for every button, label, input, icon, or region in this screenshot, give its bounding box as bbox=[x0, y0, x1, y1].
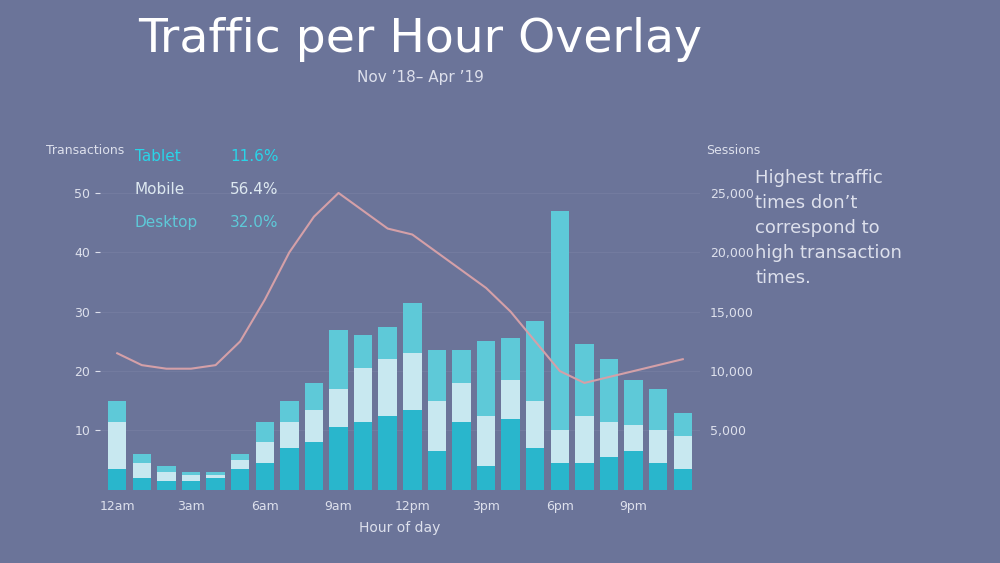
Bar bbox=[428, 451, 446, 490]
Text: 32.0%: 32.0% bbox=[230, 215, 278, 230]
Bar bbox=[231, 460, 249, 469]
Bar bbox=[477, 415, 495, 466]
Text: Traffic per Hour Overlay: Traffic per Hour Overlay bbox=[138, 17, 702, 62]
Bar bbox=[551, 431, 569, 463]
Bar bbox=[403, 303, 422, 353]
Bar bbox=[649, 431, 667, 463]
Bar bbox=[378, 415, 397, 490]
Bar bbox=[624, 380, 643, 425]
Bar bbox=[305, 443, 323, 490]
Bar bbox=[600, 422, 618, 457]
Bar bbox=[526, 401, 544, 448]
Bar bbox=[280, 401, 299, 422]
Bar bbox=[624, 451, 643, 490]
Bar bbox=[182, 475, 200, 481]
Bar bbox=[600, 359, 618, 422]
X-axis label: Hour of day: Hour of day bbox=[359, 521, 441, 535]
Text: Desktop: Desktop bbox=[135, 215, 198, 230]
Bar bbox=[575, 415, 594, 463]
Bar bbox=[477, 341, 495, 415]
Bar bbox=[452, 422, 471, 490]
Bar bbox=[108, 401, 126, 422]
Bar bbox=[182, 472, 200, 475]
Bar bbox=[108, 469, 126, 490]
Bar bbox=[329, 427, 348, 490]
Bar bbox=[157, 466, 176, 472]
Bar bbox=[206, 478, 225, 490]
Text: Tablet: Tablet bbox=[135, 149, 181, 164]
Bar bbox=[403, 353, 422, 410]
Bar bbox=[526, 448, 544, 490]
Bar bbox=[157, 472, 176, 481]
Bar bbox=[378, 359, 397, 415]
Bar bbox=[575, 345, 594, 415]
Bar bbox=[329, 329, 348, 389]
Text: 11.6%: 11.6% bbox=[230, 149, 278, 164]
Bar bbox=[501, 338, 520, 380]
Text: Transactions: Transactions bbox=[46, 144, 124, 157]
Bar bbox=[133, 463, 151, 478]
Bar bbox=[501, 380, 520, 418]
Bar bbox=[108, 422, 126, 469]
Text: Nov ’18– Apr ’19: Nov ’18– Apr ’19 bbox=[357, 70, 483, 86]
Bar bbox=[305, 383, 323, 410]
Bar bbox=[256, 443, 274, 463]
Text: 56.4%: 56.4% bbox=[230, 182, 278, 197]
Bar bbox=[674, 413, 692, 436]
Bar bbox=[551, 463, 569, 490]
Bar bbox=[133, 478, 151, 490]
Bar bbox=[526, 320, 544, 401]
Bar bbox=[280, 448, 299, 490]
Bar bbox=[354, 336, 372, 368]
Bar bbox=[305, 410, 323, 443]
Bar bbox=[600, 457, 618, 490]
Bar bbox=[378, 327, 397, 359]
Bar bbox=[231, 469, 249, 490]
Bar bbox=[649, 463, 667, 490]
Bar bbox=[501, 418, 520, 490]
Text: Sessions: Sessions bbox=[706, 144, 760, 157]
Bar bbox=[428, 401, 446, 451]
Bar bbox=[403, 410, 422, 490]
Bar bbox=[674, 436, 692, 469]
Bar bbox=[428, 350, 446, 401]
Bar bbox=[280, 422, 299, 448]
Bar bbox=[133, 454, 151, 463]
Bar bbox=[452, 350, 471, 383]
Bar bbox=[231, 454, 249, 460]
Bar bbox=[575, 463, 594, 490]
Bar bbox=[206, 475, 225, 478]
Bar bbox=[649, 389, 667, 431]
Bar bbox=[256, 463, 274, 490]
Text: Mobile: Mobile bbox=[135, 182, 185, 197]
Bar bbox=[157, 481, 176, 490]
Bar bbox=[452, 383, 471, 422]
Bar bbox=[354, 368, 372, 422]
Bar bbox=[674, 469, 692, 490]
Bar bbox=[256, 422, 274, 443]
Bar bbox=[551, 211, 569, 431]
Bar bbox=[206, 472, 225, 475]
Bar bbox=[182, 481, 200, 490]
Bar bbox=[329, 389, 348, 427]
Bar bbox=[624, 425, 643, 451]
Bar bbox=[354, 422, 372, 490]
Text: Highest traffic
times don’t
correspond to
high transaction
times.: Highest traffic times don’t correspond t… bbox=[755, 169, 902, 287]
Bar bbox=[477, 466, 495, 490]
